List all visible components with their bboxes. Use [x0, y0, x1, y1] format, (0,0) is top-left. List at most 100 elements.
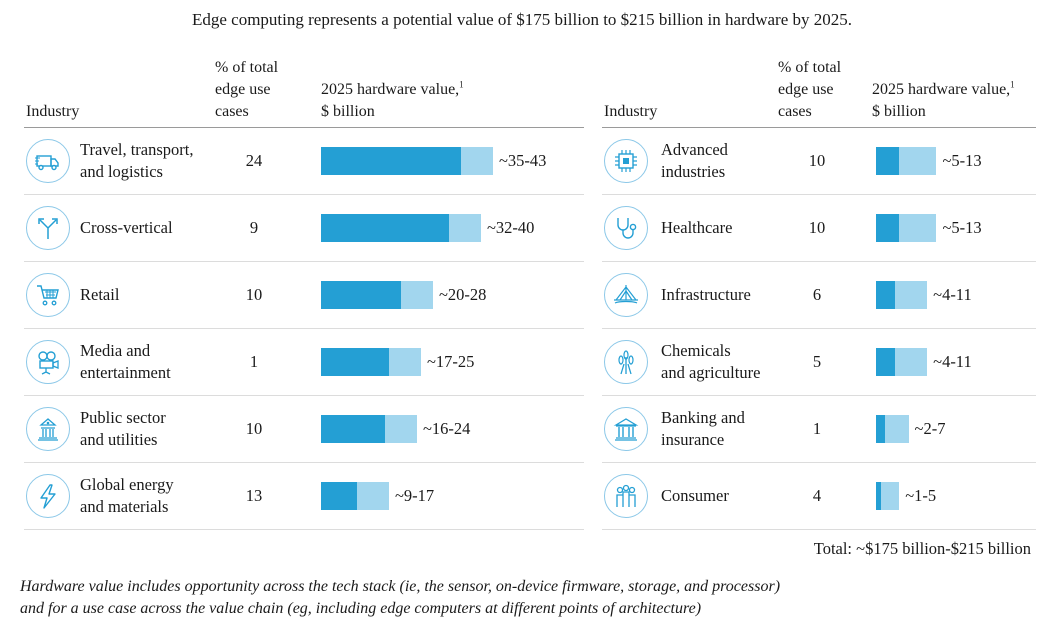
- total-label: Total: ~$175 billion-$215 billion: [813, 539, 1031, 558]
- industry-name-text: Infrastructure: [661, 284, 751, 306]
- value-bar-high: [321, 415, 417, 443]
- use-case-pct: 10: [245, 419, 263, 438]
- industry-name: Healthcare: [661, 195, 732, 261]
- industry-name-line1: Healthcare: [661, 218, 733, 237]
- value-bar-high: [876, 415, 909, 443]
- film-camera-icon: [26, 340, 70, 384]
- right-rows: Advanced industries 10 ~5-13 Healthcare 10 ~5-…: [602, 128, 1036, 530]
- industry-row: Chemicals and agriculture 5 ~4-11: [602, 329, 1036, 396]
- use-case-pct: 10: [808, 218, 826, 237]
- value-bar-high: [876, 348, 928, 376]
- industry-name-text: Advanced industries: [661, 139, 728, 183]
- industry-name: Public sector and utilities: [80, 396, 166, 462]
- industry-header: Industry: [26, 103, 80, 120]
- stethoscope-icon: [604, 206, 648, 250]
- left-header: Industry % of total edge use cases 2025 …: [24, 58, 584, 128]
- industry-name-text: Global energy and materials: [80, 474, 174, 518]
- truck-icon: [26, 139, 70, 183]
- left-rows: Travel, transport, and logistics 24 ~35-43 C…: [24, 128, 584, 530]
- footnote-line2: and for a use case across the value chai…: [20, 600, 702, 617]
- value-bar-low: [876, 281, 895, 309]
- industry-row: Media and entertainment 1 ~17-25: [24, 329, 584, 396]
- industry-name: Global energy and materials: [80, 463, 174, 529]
- people-group-icon: [604, 474, 648, 518]
- use-case-pct: 9: [249, 218, 259, 237]
- value-range-label: ~4-11: [933, 285, 972, 304]
- industry-header: Industry: [604, 103, 658, 120]
- value-bar-high: [321, 482, 389, 510]
- industry-name-line2: industries: [661, 162, 726, 181]
- value-bar-high: [876, 482, 900, 510]
- industry-name-line1: Infrastructure: [661, 285, 751, 304]
- pct-header: % of total edge use cases: [215, 57, 278, 123]
- industry-name-line2: and utilities: [80, 430, 158, 449]
- value-range-label: ~16-24: [423, 419, 471, 438]
- industry-name-line1: Public sector: [80, 408, 166, 427]
- industry-name-line1: Banking and: [661, 408, 745, 427]
- industry-row: Retail 10 ~20-28: [24, 262, 584, 329]
- industry-name-line1: Media and: [80, 341, 151, 360]
- footnote-marker: 1: [459, 79, 464, 90]
- industry-name-line2: entertainment: [80, 363, 171, 382]
- value-bar-low: [321, 214, 449, 242]
- microchip-icon: [604, 139, 648, 183]
- value-range-label: ~17-25: [427, 352, 475, 371]
- industry-row: Public sector and utilities 10 ~16-24: [24, 396, 584, 463]
- value-header-line2: $ billion: [872, 103, 926, 120]
- right-panel: Industry % of total edge use cases 2025 …: [602, 58, 1036, 530]
- value-bar-low: [876, 415, 886, 443]
- industry-name-text: Public sector and utilities: [80, 407, 166, 451]
- industry-row: Advanced industries 10 ~5-13: [602, 128, 1036, 195]
- industry-name-text: Consumer: [661, 485, 729, 507]
- value-range-label: ~4-11: [933, 352, 972, 371]
- use-case-pct: 1: [812, 419, 822, 438]
- bank-icon: [604, 407, 648, 451]
- industry-name-text: Retail: [80, 284, 119, 306]
- shopping-cart-icon: [26, 273, 70, 317]
- government-building-icon: [26, 407, 70, 451]
- industry-name: Banking and insurance: [661, 396, 745, 462]
- value-bar-low: [321, 482, 357, 510]
- value-bar-high: [876, 147, 937, 175]
- use-case-pct: 13: [245, 486, 263, 505]
- industry-name: Infrastructure: [661, 262, 751, 328]
- value-bar-low: [876, 147, 900, 175]
- value-bar-low: [321, 281, 401, 309]
- branch-arrows-icon: [26, 206, 70, 250]
- industry-name-line1: Chemicals: [661, 341, 731, 360]
- use-case-pct: 1: [249, 352, 259, 371]
- industry-name: Media and entertainment: [80, 329, 171, 395]
- industry-name-line2: insurance: [661, 430, 725, 449]
- value-range-label: ~35-43: [499, 151, 547, 170]
- footnote: Hardware value includes opportunity acro…: [20, 576, 780, 620]
- lightning-icon: [26, 474, 70, 518]
- industry-row: Cross-vertical 9 ~32-40: [24, 195, 584, 262]
- value-range-label: ~5-13: [942, 218, 982, 237]
- use-case-pct: 6: [812, 285, 822, 304]
- industry-row: Infrastructure 6 ~4-11: [602, 262, 1036, 329]
- pct-header-line3: cases: [778, 103, 812, 120]
- value-bar-high: [876, 214, 937, 242]
- value-range-label: ~32-40: [487, 218, 535, 237]
- value-range-label: ~20-28: [439, 285, 487, 304]
- value-header: 2025 hardware value,1 $ billion: [872, 79, 1015, 123]
- footnote-marker: 1: [1010, 79, 1015, 90]
- value-bar-high: [321, 348, 421, 376]
- value-bar-high: [876, 281, 928, 309]
- value-bar-low: [876, 482, 881, 510]
- value-bar-low: [876, 348, 895, 376]
- industry-name-line1: Consumer: [661, 486, 729, 505]
- value-header-line1: 2025 hardware value,: [872, 81, 1011, 98]
- pct-header-line3: cases: [215, 103, 249, 120]
- industry-name-line1: Advanced: [661, 140, 728, 159]
- value-bar-low: [321, 147, 461, 175]
- wheat-icon: [604, 340, 648, 384]
- pct-header-line2: edge use: [778, 81, 834, 98]
- industry-name: Chemicals and agriculture: [661, 329, 760, 395]
- value-range-label: ~1-5: [905, 486, 937, 505]
- industry-row: Travel, transport, and logistics 24 ~35-43: [24, 128, 584, 195]
- industry-name: Travel, transport, and logistics: [80, 128, 194, 194]
- value-header: 2025 hardware value,1 $ billion: [321, 79, 464, 123]
- industry-name-text: Cross-vertical: [80, 217, 173, 239]
- left-panel: Industry % of total edge use cases 2025 …: [24, 58, 584, 530]
